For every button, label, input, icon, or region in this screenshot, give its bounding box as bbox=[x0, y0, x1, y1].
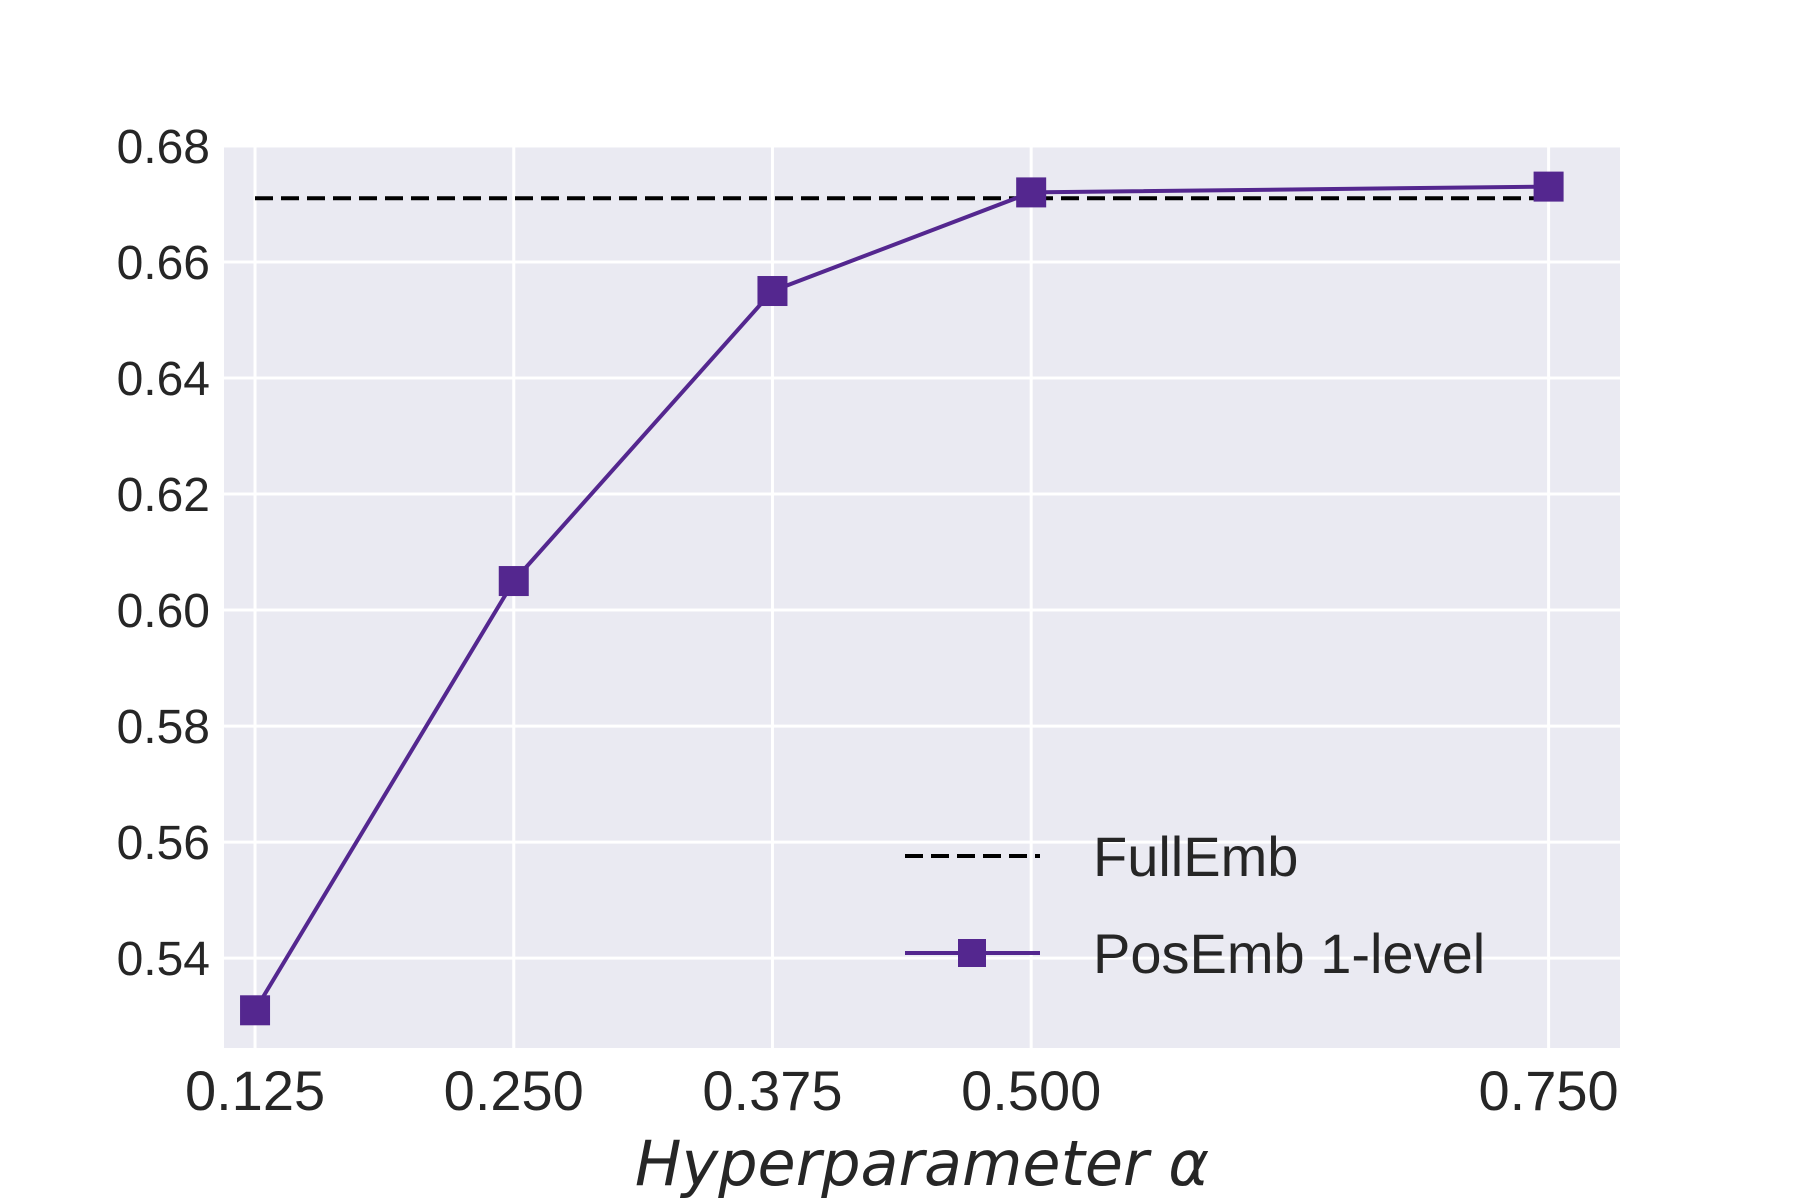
x-tick-label: 0.375 bbox=[702, 1059, 842, 1122]
y-tick-label: 0.56 bbox=[117, 817, 210, 870]
y-tick-label: 0.68 bbox=[117, 121, 210, 174]
legend-posemb-label: PosEmb 1-level bbox=[1093, 922, 1485, 985]
data-point-posemb-1-level bbox=[240, 995, 271, 1026]
data-point-posemb-1-level bbox=[498, 566, 529, 597]
y-tick-label: 0.60 bbox=[117, 585, 210, 638]
plot-area bbox=[224, 146, 1620, 1048]
y-tick-label: 0.62 bbox=[117, 469, 210, 522]
data-point-posemb-1-level bbox=[1016, 177, 1047, 208]
x-tick-label: 0.125 bbox=[185, 1059, 325, 1122]
legend: FullEmb PosEmb 1-level bbox=[905, 825, 1485, 985]
series-layer bbox=[240, 171, 1564, 1026]
legend-fullemb-label: FullEmb bbox=[1093, 825, 1298, 888]
y-tick-label: 0.64 bbox=[117, 353, 210, 406]
y-tick-label: 0.58 bbox=[117, 701, 210, 754]
x-tick-label: 0.250 bbox=[444, 1059, 584, 1122]
legend-posemb-marker bbox=[958, 939, 986, 967]
x-axis-title: Hyperparameter α bbox=[635, 1127, 1209, 1200]
y-tick-label: 0.66 bbox=[117, 237, 210, 290]
data-point-posemb-1-level bbox=[757, 276, 788, 307]
x-tick-labels: 0.125 0.250 0.375 0.500 0.750 bbox=[185, 1059, 1619, 1122]
y-tick-labels: 0.54 0.56 0.58 0.60 0.62 0.64 0.66 0.68 bbox=[117, 121, 210, 986]
data-point-posemb-1-level bbox=[1533, 171, 1564, 202]
x-tick-label: 0.500 bbox=[961, 1059, 1101, 1122]
y-tick-label: 0.54 bbox=[117, 933, 210, 986]
x-tick-label: 0.750 bbox=[1479, 1059, 1619, 1122]
